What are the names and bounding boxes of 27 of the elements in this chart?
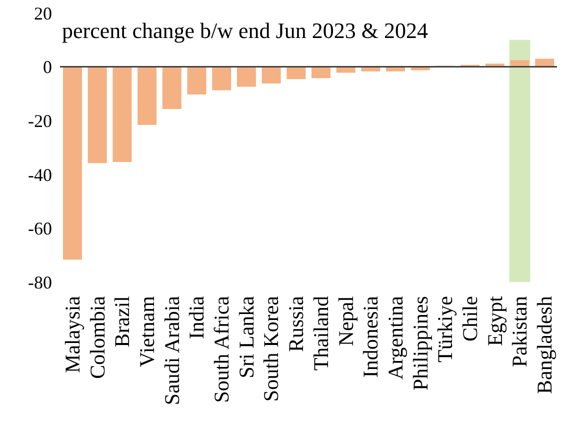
x-tick-label: Pakistan [508,296,532,368]
x-tick-label: Philippines [408,296,432,391]
y-tick-label: -80 [28,272,52,292]
x-tick-label: Saudi Arabia [160,295,184,406]
x-tick-label: Bangladesh [532,296,557,394]
x-tick-label: Indonesia [358,295,383,378]
x-tick-label: South Africa [210,295,234,403]
x-tick-label: Nepal [334,296,358,346]
y-tick-label: -60 [28,218,52,239]
x-tick-label: Sri Lanka [234,295,258,378]
x-tick-label: Thailand [308,296,333,371]
x-tick-label: Argentina [383,295,408,380]
x-tick-label: Vietnam [134,296,159,368]
y-tick-label: 20 [34,3,52,24]
x-tick-label: Colombia [85,295,110,379]
x-tick-label: Russia [284,295,308,352]
x-tick-label: Malaysia [60,295,84,373]
x-tick-label: Brazil [110,296,134,348]
x-tick-label: South Korea [259,295,284,402]
y-tick-label: -20 [28,110,52,131]
x-tick-label: Egypt [482,296,507,346]
y-tick-label: -40 [28,164,52,185]
chart-subtitle: percent change b/w end Jun 2023 & 2024 [62,18,428,43]
x-tick-label: India [184,295,209,340]
x-tick-label: Türkiye [433,296,458,362]
y-tick-label: 0 [43,57,52,78]
x-tick-label: Chile [458,296,482,342]
